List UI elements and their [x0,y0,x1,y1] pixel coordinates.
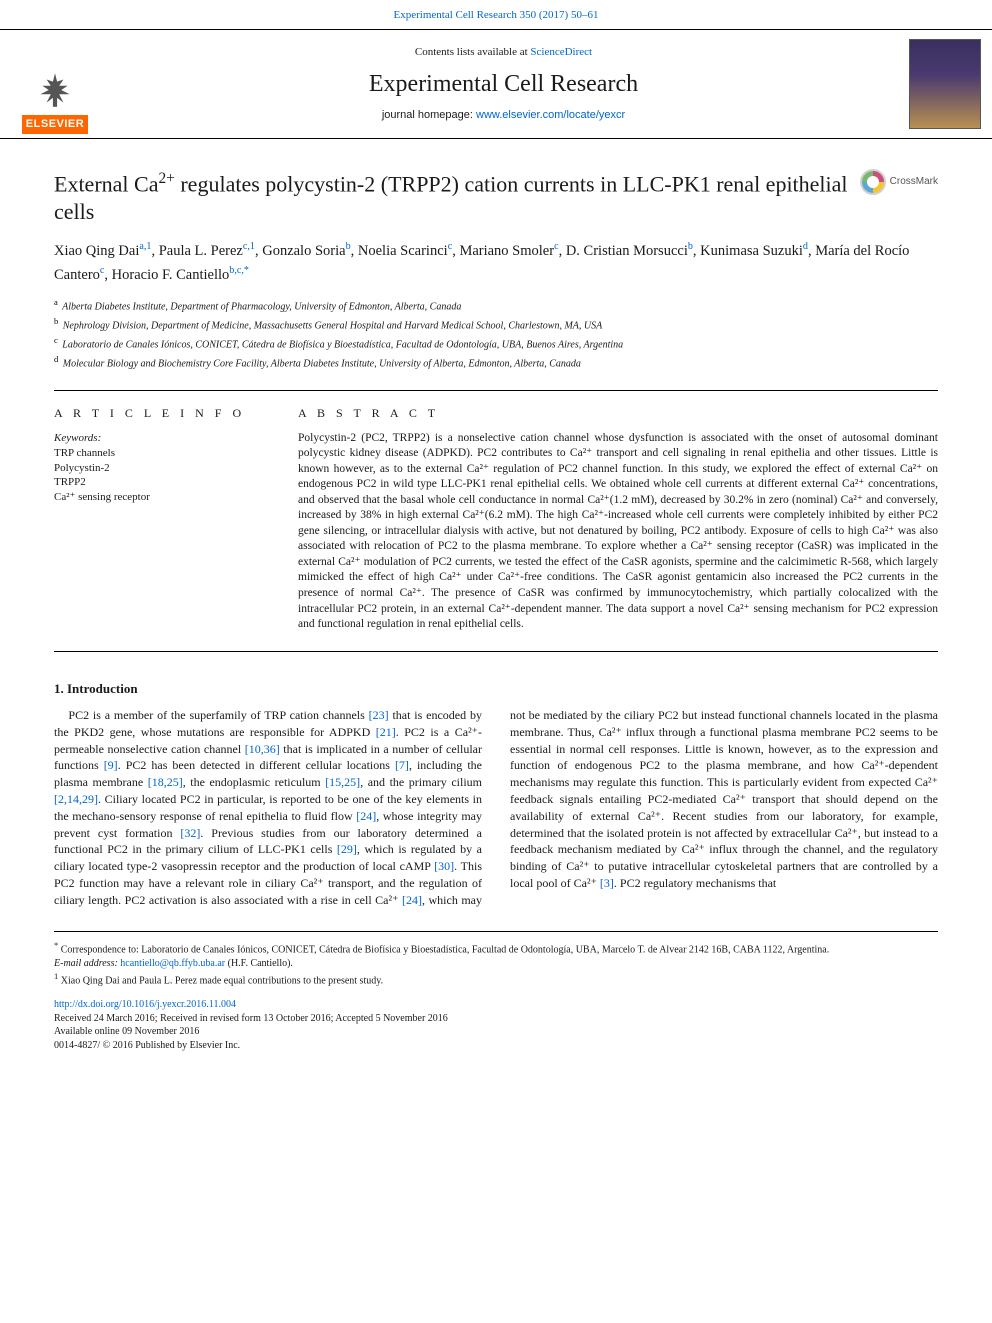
author: Horacio F. Cantiellob,c,* [112,267,249,283]
publisher-block: ELSEVIER [0,30,110,138]
sciencedirect-link[interactable]: ScienceDirect [530,46,592,58]
affiliation: d Molecular Biology and Biochemistry Cor… [54,353,938,372]
contents-list-line: Contents lists available at ScienceDirec… [110,45,897,60]
homepage-prefix: journal homepage: [382,109,476,121]
author: Paula L. Perezc,1 [159,243,255,259]
article-title: External Ca2+ regulates polycystin-2 (TR… [54,169,848,225]
elsevier-logo: ELSEVIER [22,115,88,134]
title-pre: External Ca [54,171,158,196]
introduction-body: PC2 is a member of the superfamily of TR… [54,707,938,909]
received-dates: Received 24 March 2016; Received in revi… [54,1012,938,1026]
affiliation: b Nephrology Division, Department of Med… [54,315,938,334]
intro-paragraph: PC2 is a member of the superfamily of TR… [54,707,938,909]
crossmark-badge[interactable]: CrossMark [860,169,938,195]
abstract-text: Polycystin-2 (PC2, TRPP2) is a nonselect… [298,431,938,633]
note1-text: Xiao Qing Dai and Paula L. Perez made eq… [58,975,383,986]
article-body: External Ca2+ regulates polycystin-2 (TR… [0,139,992,1072]
author: Gonzalo Soriab [262,243,350,259]
keywords-list: TRP channelsPolycystin-2TRPP2Ca²⁺ sensin… [54,446,264,505]
author: Noelia Scarincic [358,243,452,259]
keyword: Ca²⁺ sensing receptor [54,490,264,505]
masthead: ELSEVIER Contents lists available at Sci… [0,29,992,139]
citation-link[interactable]: Experimental Cell Research 350 (2017) 50… [394,9,599,21]
author-aff-sup: d [803,241,808,252]
running-header: Experimental Cell Research 350 (2017) 50… [0,0,992,29]
info-abstract-row: A R T I C L E I N F O Keywords: TRP chan… [54,405,938,633]
author-aff-sup: a,1 [139,241,151,252]
cover-thumb-container [897,30,992,138]
author: Xiao Qing Daia,1 [54,243,151,259]
author-aff-sup: b [688,241,693,252]
author-list: Xiao Qing Daia,1, Paula L. Perezc,1, Gon… [54,239,938,286]
author-aff-sup: c [100,265,105,276]
introduction-heading: 1. Introduction [54,680,938,698]
author: Kunimasa Suzukid [700,243,808,259]
title-sup: 2+ [158,170,174,187]
footnotes: * Correspondence to: Laboratorio de Cana… [54,931,938,1053]
homepage-line: journal homepage: www.elsevier.com/locat… [110,108,897,123]
masthead-center: Contents lists available at ScienceDirec… [110,30,897,138]
keyword: Polycystin-2 [54,461,264,476]
affiliation: c Laboratorio de Canales Iónicos, CONICE… [54,334,938,353]
available-online: Available online 09 November 2016 [54,1025,938,1039]
email-line: E-mail address: hcantiello@qb.ffyb.uba.a… [54,957,938,971]
abstract-heading: A B S T R A C T [298,405,938,421]
keywords-label: Keywords: [54,431,264,446]
contents-prefix: Contents lists available at [415,46,530,58]
journal-cover-thumb [909,39,981,129]
equal-contribution-note: 1 Xiao Qing Dai and Paula L. Perez made … [54,971,938,988]
doi-block: http://dx.doi.org/10.1016/j.yexcr.2016.1… [54,998,938,1052]
affiliation: a Alberta Diabetes Institute, Department… [54,296,938,315]
keyword: TRP channels [54,446,264,461]
author: Mariano Smolerc [459,243,558,259]
corr-text: Correspondence to: Laboratorio de Canale… [58,944,829,955]
crossmark-label: CrossMark [890,175,938,189]
author-aff-sup: b,c,* [229,265,249,276]
author-aff-sup: b [346,241,351,252]
affiliation-list: a Alberta Diabetes Institute, Department… [54,296,938,371]
corresponding-author-note: * Correspondence to: Laboratorio de Cana… [54,940,938,957]
doi-link[interactable]: http://dx.doi.org/10.1016/j.yexcr.2016.1… [54,999,236,1010]
elsevier-tree-icon [34,69,76,111]
abstract-column: A B S T R A C T Polycystin-2 (PC2, TRPP2… [298,405,938,633]
article-info-column: A R T I C L E I N F O Keywords: TRP chan… [54,405,264,633]
author-aff-sup: c [554,241,559,252]
crossmark-ring-icon [860,169,886,195]
title-row: External Ca2+ regulates polycystin-2 (TR… [54,169,938,225]
keyword: TRPP2 [54,475,264,490]
introduction-section: 1. Introduction PC2 is a member of the s… [54,680,938,909]
email-author: (H.F. Cantiello). [225,958,293,969]
author-aff-sup: c,1 [243,241,255,252]
corresponding-email-link[interactable]: hcantiello@qb.ffyb.uba.ar [120,958,225,969]
homepage-link[interactable]: www.elsevier.com/locate/yexcr [476,109,625,121]
copyright-line: 0014-4827/ © 2016 Published by Elsevier … [54,1039,938,1053]
author-aff-sup: c [448,241,453,252]
email-label: E-mail address: [54,958,120,969]
journal-name: Experimental Cell Research [110,68,897,100]
divider-rule [54,390,938,391]
divider-rule [54,651,938,652]
author: D. Cristian Morsuccib [566,243,693,259]
article-info-heading: A R T I C L E I N F O [54,405,264,421]
